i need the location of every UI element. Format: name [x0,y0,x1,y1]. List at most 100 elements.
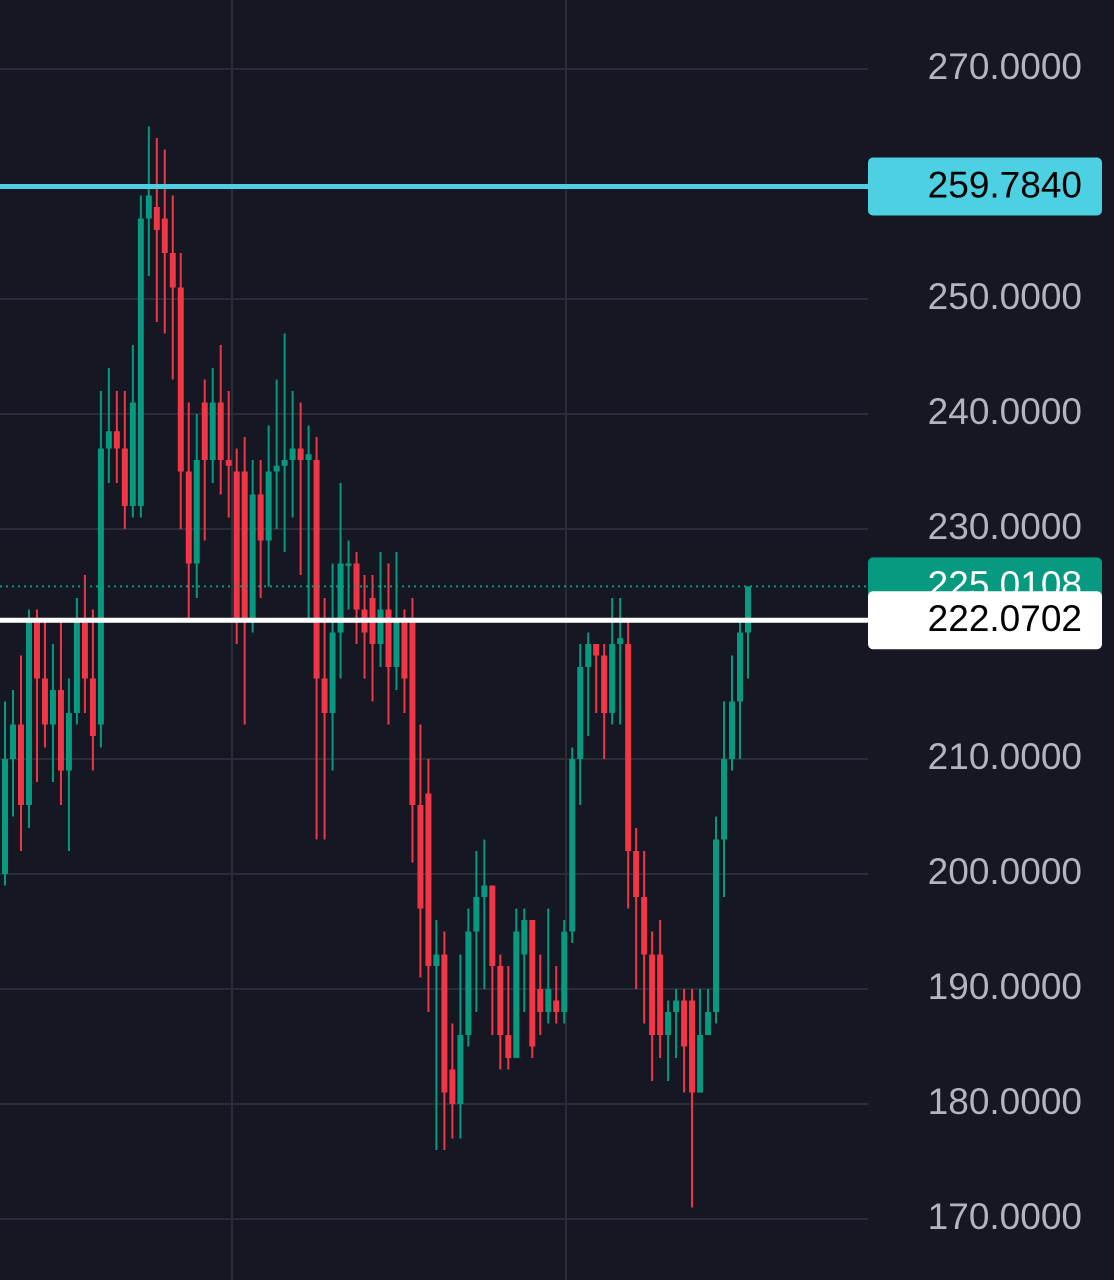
candle-body [265,471,272,541]
candle-body [497,966,504,1036]
candle-body [545,989,552,1013]
candle-body [145,195,152,219]
candle-body [585,644,592,668]
candle-body [129,402,136,507]
candle-body [233,471,240,622]
candle-body [441,954,448,1093]
candle-body [681,1000,688,1047]
candle-body [249,494,256,622]
candle-body [177,287,184,472]
candle-body [337,563,344,633]
candle-body [417,805,424,909]
candle-body [153,207,160,231]
candle-body [81,621,88,679]
candle-body [697,1035,704,1093]
candle-body [433,954,440,967]
candle-body [113,431,120,449]
candle-body [273,465,280,472]
candle-body [577,667,584,760]
y-tick-label: 230.0000 [928,506,1082,547]
candle-body [689,1000,696,1093]
candle-body [137,218,144,507]
candle-body [105,431,112,449]
candle-body [185,471,192,564]
candle-body [57,690,64,771]
candle-body [449,1069,456,1105]
candle-body [641,897,648,955]
y-tick-label: 190.0000 [928,966,1082,1007]
candle-body [193,460,200,564]
candle-body [425,793,432,967]
candle-body [513,931,520,1059]
candle-body [617,638,624,645]
candle-body [401,621,408,679]
candle-body [329,632,336,714]
candle-body [297,448,304,461]
price-tag [868,157,1102,216]
candle-body [289,448,296,461]
candle-body [345,563,352,566]
candle-body [89,678,96,737]
candle-body [321,678,328,714]
candle-body [9,724,16,760]
candle-body [649,954,656,1036]
candle-body [25,621,32,806]
candle-body [41,678,48,725]
candle-body [489,885,496,967]
price-tag-label: 259.7840 [928,164,1082,205]
candle-body [97,448,104,725]
candle-body [161,218,168,254]
candle-body [569,759,576,932]
candle-body [657,954,664,1036]
candle-body [609,644,616,714]
candle-body [713,839,720,1013]
y-tick-label: 210.0000 [928,736,1082,777]
candle-body [73,621,80,714]
candle-body [593,644,600,656]
candle-body [625,644,632,852]
candle-body [281,460,288,466]
candle-body [353,563,360,610]
y-tick-label: 250.0000 [928,276,1082,317]
candle-body [209,402,216,461]
candle-body [465,931,472,1036]
candle-body [49,690,56,725]
candle-body [201,402,208,461]
candle-body [33,621,40,679]
candle-body [305,454,312,461]
price-tag [868,591,1102,650]
candle-body [705,1012,712,1036]
candle-body [601,655,608,714]
candle-body [385,609,392,668]
candle-body [313,460,320,679]
candle-body [665,1012,672,1036]
y-tick-label: 170.0000 [928,1196,1082,1237]
candle-body [561,931,568,1013]
candle-body [169,253,176,288]
candle-body [377,609,384,645]
y-tick-label: 180.0000 [928,1081,1082,1122]
candle-body [121,448,128,507]
candle-body [225,460,232,466]
candle-body [481,885,488,898]
candle-body [745,586,751,633]
candle-body [673,1000,680,1013]
candle-body [521,920,528,955]
y-tick-label: 270.0000 [928,46,1082,87]
price-tag-label: 222.0702 [928,598,1082,639]
candle-body [257,494,264,541]
y-tick-label: 240.0000 [928,391,1082,432]
candle-body [217,402,224,461]
candle-body [241,471,248,622]
candle-body [473,897,480,932]
candle-body [529,920,536,1047]
candle-body [553,1000,560,1013]
candle-body [457,1035,464,1105]
candle-body [409,621,416,806]
candle-body [393,621,400,668]
candle-body [17,724,24,806]
candle-body [737,632,744,702]
candle-body [537,989,544,1013]
candle-body [2,759,8,875]
